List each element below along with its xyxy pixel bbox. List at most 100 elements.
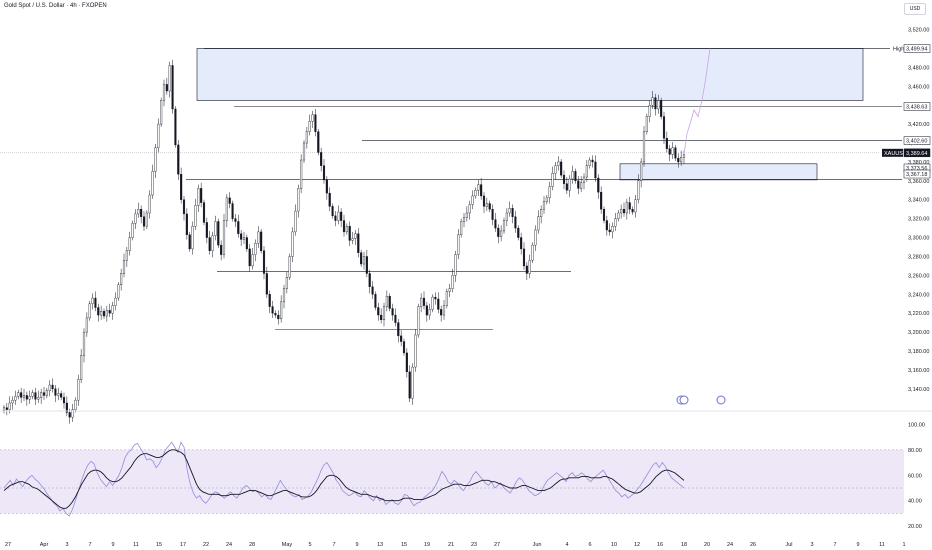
candle-body — [51, 384, 54, 390]
x-tick-label: 19 — [424, 542, 430, 548]
candle-body — [20, 392, 23, 398]
x-tick-label: 3 — [810, 542, 813, 548]
x-tick-label: 4 — [565, 542, 568, 548]
candle-body — [102, 311, 106, 317]
candle-body — [122, 260, 126, 274]
price-pane: 3,140.00 3,160.00 3,180.00 3,200.00 3,220.00… — [0, 28, 931, 424]
event-icon[interactable] — [716, 395, 726, 405]
candle-body — [557, 161, 560, 166]
candle-body — [242, 237, 246, 240]
candle-body — [585, 165, 588, 178]
candle-body — [174, 108, 177, 146]
projection-path — [683, 48, 711, 155]
candle-body — [622, 208, 626, 214]
x-tick-label: 5 — [308, 542, 311, 548]
candle-body — [305, 131, 308, 144]
candle-body — [97, 307, 100, 316]
candle-body — [588, 159, 591, 166]
candle-body — [188, 234, 191, 250]
candle-body — [397, 322, 400, 337]
x-tick-label: 15 — [156, 542, 162, 548]
candle-body — [500, 230, 503, 237]
candle-body — [477, 184, 480, 191]
candle-body — [260, 231, 263, 251]
time-axis[interactable]: 27 Apr 3 7 9 11 15 17 22 24 28 May 5 7 9 13 15 19 21 23 27 Ju… — [5, 542, 906, 548]
candle-body — [240, 233, 243, 240]
candle-body — [162, 84, 166, 101]
candle-body — [391, 308, 394, 316]
x-tick-label: 17 — [180, 542, 186, 548]
currency-badge[interactable]: USD — [904, 3, 926, 15]
candle-body — [45, 390, 48, 396]
candle-body — [631, 208, 634, 213]
x-tick-label: 28 — [249, 542, 255, 548]
candle-body — [214, 221, 217, 236]
price-tag-value: 3,373.56 — [906, 166, 927, 172]
candle-body — [377, 307, 380, 316]
candle-body — [657, 100, 660, 110]
candle-body — [265, 273, 268, 295]
candle-body — [322, 165, 326, 181]
candle-body — [425, 305, 428, 316]
candle-body — [342, 220, 346, 233]
zone-rect — [196, 48, 864, 101]
candle-body — [34, 392, 37, 400]
candle-body — [634, 199, 637, 213]
candle-body — [345, 226, 348, 233]
candle-body — [297, 188, 300, 212]
x-tick-label: 7 — [833, 542, 836, 548]
candle-body — [77, 379, 80, 401]
candle-body — [111, 305, 114, 314]
candle-body — [28, 396, 31, 400]
candle-body — [202, 202, 206, 223]
candle-body — [245, 237, 248, 250]
candle-body — [200, 188, 203, 203]
candle-body — [217, 221, 220, 246]
candle-body — [651, 97, 654, 106]
candle-body — [74, 399, 77, 410]
candle-body — [488, 203, 491, 210]
candle-body — [620, 208, 623, 214]
candle-body — [185, 213, 188, 235]
event-icon[interactable] — [679, 395, 689, 405]
candle-body — [482, 195, 486, 207]
x-tick-label: 24 — [226, 542, 232, 548]
y-tick-label: 3,520.00 — [908, 28, 929, 34]
candle-body — [274, 312, 277, 316]
x-tick-label: 9 — [856, 542, 859, 548]
x-tick-label: 18 — [681, 542, 687, 548]
candle-body — [451, 275, 454, 289]
price-axis-ticks: 3,140.00 3,160.00 3,180.00 3,200.00 3,220.00… — [908, 28, 929, 393]
candle-body — [408, 371, 411, 399]
candle-body — [440, 309, 443, 316]
price-tag-value: 3,389.64 — [906, 151, 927, 157]
candle-body — [194, 205, 197, 227]
candle-body — [428, 309, 431, 316]
candle-body — [600, 191, 603, 210]
x-tick-label: 1 — [902, 542, 905, 548]
candle-body — [91, 297, 94, 304]
candle-body — [280, 301, 283, 320]
candle-body — [88, 303, 91, 319]
candle-body — [140, 208, 143, 217]
x-tick-label: 6 — [588, 542, 591, 548]
candle-body — [374, 294, 377, 308]
candle-body — [11, 399, 14, 404]
candle-body — [365, 256, 368, 274]
candle-body — [394, 314, 397, 323]
candle-body — [545, 197, 548, 202]
rsi-band-fill — [0, 449, 904, 514]
candle-body — [37, 397, 40, 400]
x-tick-label: 11 — [879, 542, 885, 548]
candle-body — [114, 297, 117, 306]
y-tick-label: 3,360.00 — [908, 179, 929, 185]
candle-body — [677, 157, 680, 163]
event-icons[interactable] — [676, 395, 726, 405]
candle-body — [54, 388, 57, 396]
candle-body — [254, 243, 257, 255]
price-labels: High 3,499.94 3,438.63 3,402.60 XAUUSD 3,389.… — [882, 44, 931, 179]
candle-body — [302, 142, 306, 161]
candle-body — [388, 295, 391, 309]
candle-body — [205, 222, 208, 238]
